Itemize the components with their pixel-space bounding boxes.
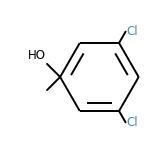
Text: Cl: Cl	[126, 116, 138, 129]
Text: HO: HO	[28, 49, 46, 62]
Text: Cl: Cl	[126, 25, 138, 38]
